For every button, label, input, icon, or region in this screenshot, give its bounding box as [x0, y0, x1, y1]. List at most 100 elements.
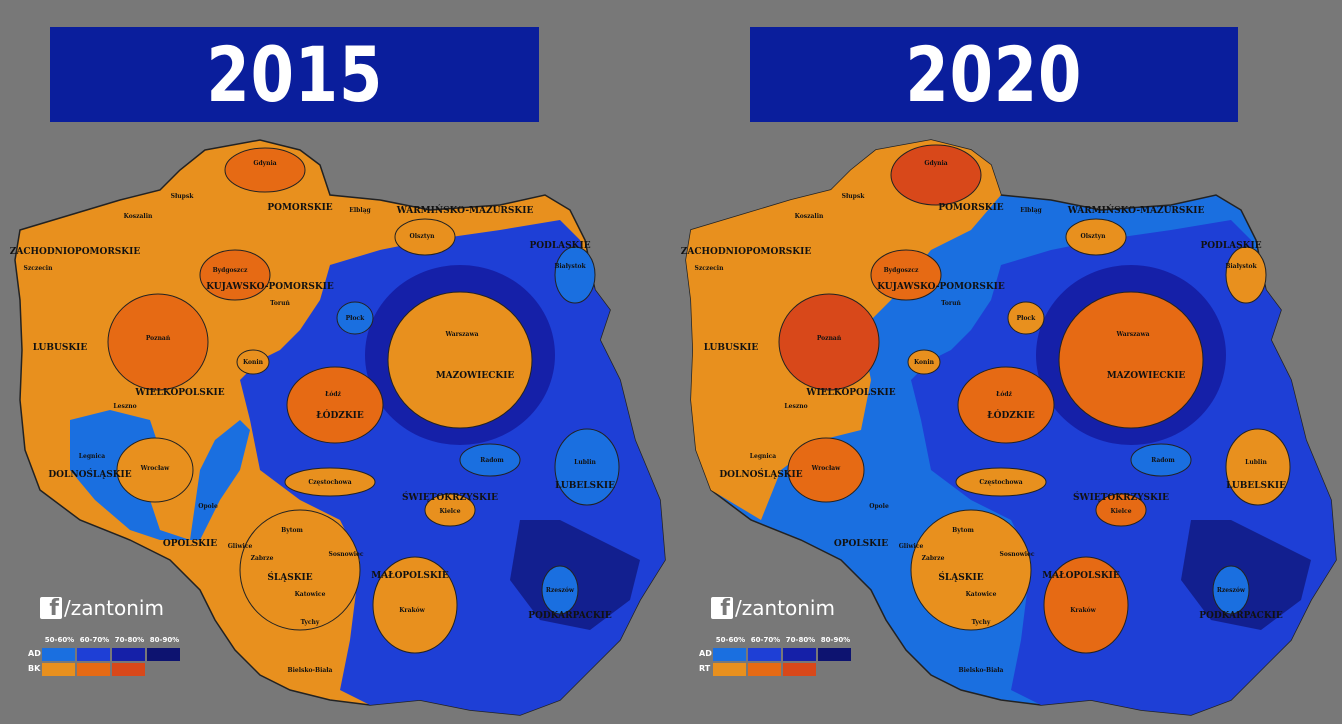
city-label: Radom — [480, 457, 504, 464]
czestochowa-bubble — [284, 467, 376, 497]
city-label: Lublin — [1245, 459, 1267, 466]
wroclaw-bubble — [787, 437, 865, 503]
legend-swatch — [783, 648, 816, 661]
legend-range-label: 80-90% — [149, 636, 180, 644]
city-label: Częstochowa — [308, 479, 351, 486]
city-label: Bielsko-Biała — [288, 667, 333, 674]
radom-bubble — [1130, 443, 1192, 477]
voivodeship-label: WARMIŃSKO-MAZURSKIE — [1067, 204, 1205, 216]
city-label: Kielce — [1110, 508, 1131, 515]
voivodeship-label: OPOLSKIE — [834, 539, 888, 549]
bialystok-bubble — [554, 246, 596, 304]
city-label: Białystok — [554, 263, 586, 270]
olsztyn-bubble — [394, 218, 456, 256]
city-label: Gdynia — [253, 160, 276, 167]
krakow-bubble — [372, 556, 458, 654]
legend-range-label: 50-60% — [44, 636, 75, 644]
legend-swatch — [77, 663, 110, 676]
voivodeship-label: OPOLSKIE — [163, 539, 217, 549]
silesia-bubble — [910, 509, 1032, 631]
voivodeship-label: MAZOWIECKIE — [1107, 371, 1186, 381]
dark-blue-south-east — [510, 520, 640, 630]
voivodeship-label: DOLNOŚLĄSKIE — [48, 468, 131, 480]
city-label: Sosnowiec — [1000, 551, 1035, 558]
city-label: Bydgoszcz — [884, 267, 919, 274]
bydgoszcz-bubble — [199, 249, 271, 301]
year-banner-2020: 2020 — [750, 27, 1238, 122]
map-panel-2015: ZACHODNIOPOMORSKIE POMORSKIE WARMIŃSKO-MAZ… — [10, 27, 666, 716]
city-label: Katowice — [966, 591, 997, 598]
voivodeship-label: WARMIŃSKO-MAZURSKIE — [396, 204, 534, 216]
voivodeship-label: PODLASKIE — [529, 241, 590, 251]
warszawa-bubble — [387, 291, 533, 429]
city-label: Radom — [1151, 457, 1175, 464]
legend-swatch — [713, 648, 746, 661]
city-label: Płock — [1017, 315, 1036, 322]
city-label: Opole — [869, 503, 889, 510]
wroclaw-bubble — [116, 437, 194, 503]
voivodeship-label: WIELKOPOLSKIE — [805, 388, 895, 398]
voivodeship-label: LUBUSKIE — [33, 343, 88, 353]
gdynia-bubble — [890, 144, 982, 206]
city-label: Tychy — [972, 619, 991, 626]
city-label: Wrocław — [811, 465, 841, 472]
city-label: Poznań — [146, 335, 171, 342]
city-label: Legnica — [750, 453, 777, 460]
city-label: Częstochowa — [979, 479, 1022, 486]
bialystok-bubble — [1225, 246, 1267, 304]
legend-swatch — [42, 648, 75, 661]
bydgoszcz-bubble — [870, 249, 942, 301]
voivodeship-label: PODKARPACKIE — [1199, 611, 1283, 621]
konin-bubble — [236, 349, 270, 375]
city-label: Bielsko-Biała — [959, 667, 1004, 674]
voivodeship-label: WIELKOPOLSKIE — [134, 388, 224, 398]
legend-range-headers: 50-60% 60-70% 70-80% 80-90% — [713, 636, 853, 646]
legend-party-label: AD — [699, 649, 712, 658]
city-label: Bytom — [281, 527, 303, 534]
legend-range-label: 60-70% — [79, 636, 110, 644]
city-label: Szczecin — [24, 265, 54, 272]
city-label: Zabrze — [251, 555, 274, 562]
legend-party-label: RT — [699, 664, 711, 673]
olsztyn-bubble — [1065, 218, 1127, 256]
kielce-bubble — [424, 493, 476, 527]
city-label: Kraków — [1070, 607, 1096, 614]
dark-blue-south-east — [1181, 520, 1311, 630]
lublin-bubble — [1225, 428, 1291, 506]
city-label: Białystok — [1225, 263, 1257, 270]
facebook-credit: f /zantonim — [711, 596, 835, 620]
legend-swatch — [77, 648, 110, 661]
credit-text: /zantonim — [64, 596, 164, 620]
radom-bubble — [459, 443, 521, 477]
voivodeship-label: KUJAWSKO-POMORSKIE — [206, 282, 334, 292]
voivodeship-label: ŁÓDZKIE — [316, 409, 364, 421]
city-label: Kraków — [399, 607, 425, 614]
west-blue-band — [70, 410, 250, 540]
city-label: Płock — [346, 315, 365, 322]
rzeszow-bubble — [541, 565, 579, 615]
city-label: Legnica — [79, 453, 106, 460]
city-label: Bytom — [952, 527, 974, 534]
poznan-bubble — [107, 293, 209, 391]
voivodeship-label: ŚWIĘTOKRZYSKIE — [402, 491, 498, 503]
city-label: Łódź — [996, 391, 1012, 398]
city-label: Rzeszów — [546, 587, 575, 594]
voivodeship-label: POMORSKIE — [938, 203, 1003, 213]
voivodeship-label: KUJAWSKO-POMORSKIE — [877, 282, 1005, 292]
city-label: Koszalin — [795, 213, 824, 220]
city-label: Gliwice — [228, 543, 253, 550]
map-panel-2020: ZACHODNIOPOMORSKIE POMORSKIE WARMIŃSKO-MAZ… — [671, 0, 1342, 724]
rzeszow-bubble — [1212, 565, 1250, 615]
city-label: Olsztyn — [1081, 233, 1107, 240]
konin-bubble — [907, 349, 941, 375]
lodz-bubble — [286, 366, 384, 444]
year-banner-2015: 2015 — [50, 27, 539, 122]
poznan-bubble — [778, 293, 880, 391]
city-label: Wrocław — [140, 465, 170, 472]
legend-range-label: 80-90% — [820, 636, 851, 644]
year-label: 2020 — [905, 30, 1083, 119]
city-label: Warszawa — [1116, 331, 1150, 338]
lodz-bubble — [957, 366, 1055, 444]
city-label: Koszalin — [124, 213, 153, 220]
plock-bubble — [336, 301, 374, 335]
